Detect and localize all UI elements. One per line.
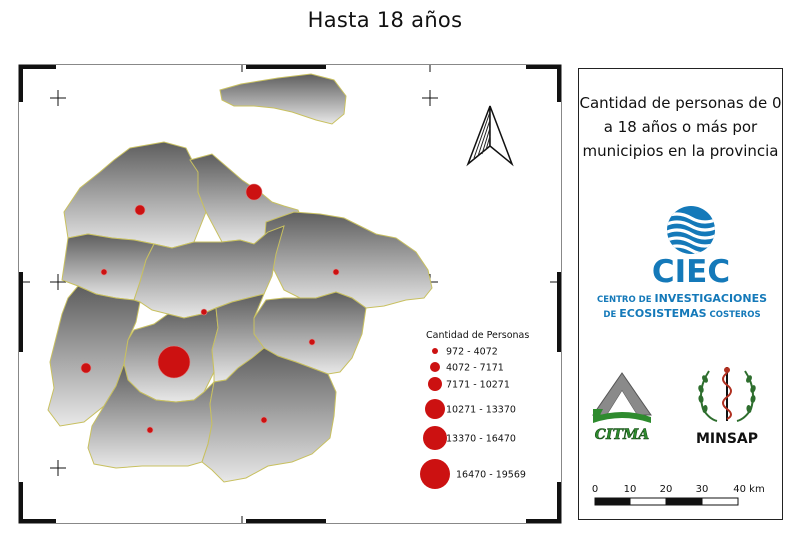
legend-label: 16470 - 19569 — [456, 470, 526, 481]
citma-emblem-icon — [592, 372, 652, 423]
population-symbol — [80, 362, 92, 374]
ciec-line2-prefix: DE — [603, 310, 619, 320]
legend-label: 13370 - 16470 — [446, 434, 516, 445]
ciec-line1-prefix: CENTRO DE — [597, 295, 655, 305]
municipality-cay — [219, 73, 347, 125]
legend-symbol — [425, 399, 445, 419]
municipality-nw — [63, 141, 207, 249]
ciec-line2-suffix: COSTEROS — [707, 310, 761, 320]
legend-label: 7171 - 10271 — [446, 380, 510, 391]
graticule-cross — [50, 274, 66, 290]
panel-description: Cantidad de personas de 0 a 18 años o má… — [579, 94, 782, 160]
population-symbol — [332, 268, 340, 276]
ciec-acronym: CIEC — [652, 254, 730, 290]
ciec-line2-main: ECOSISTEMAS — [619, 307, 706, 320]
legend-label: 4072 - 7171 — [446, 363, 504, 374]
ciec-logo: CIEC CENTRO DE INVESTIGACIONES DE ECOSIS… — [593, 204, 771, 324]
municipality-symbols — [80, 183, 340, 434]
population-symbol — [146, 426, 154, 434]
caduceus-emblem-icon — [698, 367, 756, 422]
graticule-cross — [50, 90, 66, 106]
graticule-cross — [50, 460, 66, 476]
legend-title: Cantidad de Personas — [426, 330, 529, 341]
legend: Cantidad de Personas 972 - 4072 4072 - 7… — [420, 330, 529, 489]
legend-symbol — [420, 459, 450, 489]
legend-symbol — [423, 426, 447, 450]
legend-symbol — [432, 348, 438, 354]
citma-name: CITMA — [595, 427, 650, 443]
minsap-logo: MINSAP — [683, 359, 771, 451]
legend-symbol — [430, 362, 440, 372]
north-arrow — [466, 105, 514, 167]
population-symbol — [134, 204, 146, 216]
edge-ticks — [19, 65, 561, 523]
scale-tick-label: 0 — [592, 484, 598, 495]
population-symbol — [100, 268, 108, 276]
population-symbol — [308, 338, 316, 346]
legend-label: 10271 - 13370 — [446, 405, 516, 416]
scale-tick-label: 30 — [696, 484, 709, 495]
scale-tick-label: 40 km — [733, 484, 764, 495]
svg-text:CENTRO DE INVESTIGACIONES: CENTRO DE INVESTIGACIONES — [597, 292, 767, 305]
ciec-line1-main: INVESTIGACIONES — [654, 292, 767, 305]
side-panel: Cantidad de personas de 0 a 18 años o má… — [578, 68, 783, 520]
map-title: Hasta 18 años — [307, 8, 463, 32]
svg-text:DE ECOSISTEMAS COSTEROS: DE ECOSISTEMAS COSTEROS — [603, 307, 760, 320]
municipality-ne — [263, 211, 433, 309]
municipalities — [47, 73, 433, 483]
scale-tick-label: 10 — [624, 484, 637, 495]
legend-symbol — [428, 377, 442, 391]
population-symbol — [260, 416, 268, 424]
municipality-se — [201, 347, 337, 483]
citma-logo: CITMA — [589, 369, 655, 444]
map-neatline — [18, 64, 562, 524]
scale-tick-label: 20 — [660, 484, 673, 495]
legend-label: 972 - 4072 — [446, 347, 498, 358]
population-symbol — [200, 308, 208, 316]
population-symbol — [245, 183, 263, 201]
minsap-name: MINSAP — [696, 431, 758, 447]
population-symbol — [157, 345, 191, 379]
scale-bar: 0 10 20 30 40 km — [589, 479, 774, 515]
graticule-cross — [422, 90, 438, 106]
wave-globe-icon — [667, 206, 715, 254]
map-frame: Cantidad de Personas 972 - 4072 4072 - 7… — [16, 62, 564, 526]
scale-bar-segments — [594, 497, 739, 506]
